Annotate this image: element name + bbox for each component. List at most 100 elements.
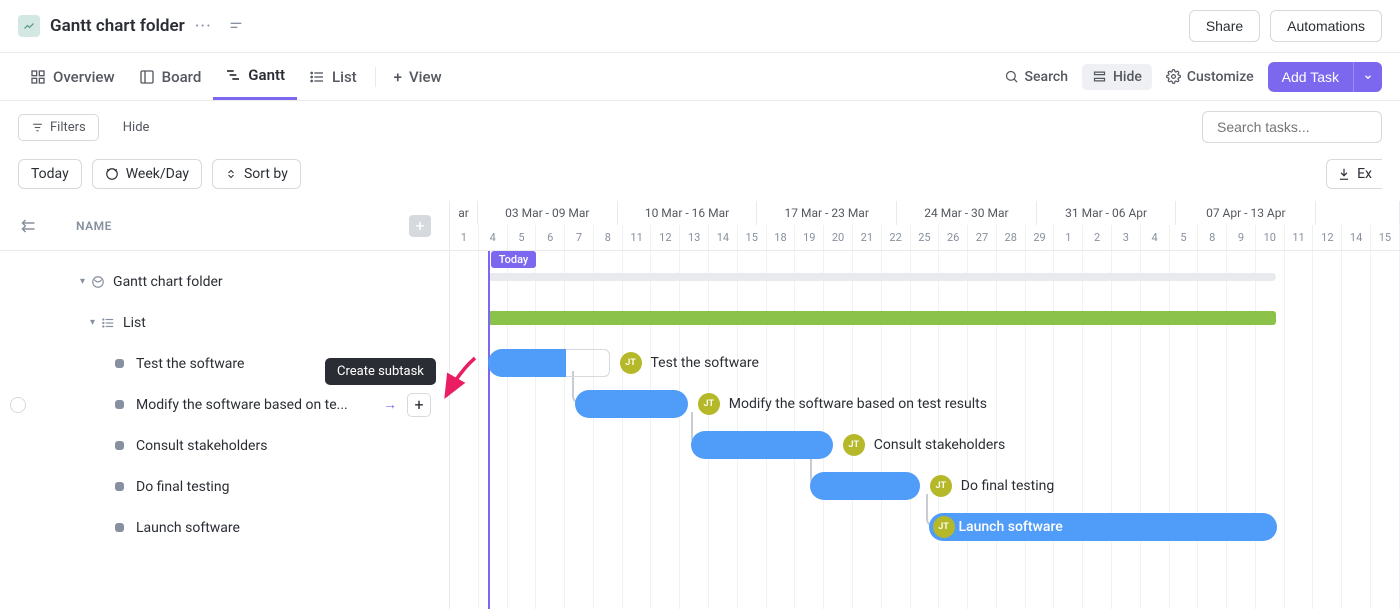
today-line	[488, 251, 490, 609]
week-row: ar03 Mar - 09 Mar10 Mar - 16 Mar17 Mar -…	[450, 201, 1400, 225]
avatar[interactable]: JT	[620, 352, 642, 374]
task-label-group: JTDo final testing	[930, 475, 1054, 497]
avatar[interactable]: JT	[930, 475, 952, 497]
plus-icon: +	[394, 68, 402, 86]
dependency-icon[interactable]: →	[383, 396, 397, 413]
back-icon[interactable]	[18, 219, 36, 233]
customize-button[interactable]: Customize	[1166, 69, 1254, 85]
task-name: Launch software	[136, 520, 431, 536]
checkbox[interactable]	[10, 397, 26, 413]
status-bullet	[115, 482, 124, 491]
summary-bar[interactable]	[488, 311, 1277, 325]
day-header: 2	[1083, 225, 1112, 250]
automations-button[interactable]: Automations	[1270, 10, 1382, 42]
add-column-button[interactable]: +	[409, 215, 431, 237]
status-bullet	[115, 441, 124, 450]
day-header: 14	[1342, 225, 1371, 250]
day-header: 18	[767, 225, 796, 250]
today-button[interactable]: Today	[18, 159, 82, 189]
divider	[375, 67, 376, 87]
day-header: 7	[565, 225, 594, 250]
day-header: 20	[824, 225, 853, 250]
tree-label: Gantt chart folder	[113, 274, 431, 290]
more-icon[interactable]: ···	[195, 16, 212, 37]
tab-board[interactable]: Board	[127, 53, 214, 100]
tab-add-view[interactable]: + View	[382, 53, 454, 100]
task-row[interactable]: Consult stakeholders	[0, 425, 449, 466]
status-bullet	[115, 523, 124, 532]
week-header: 07 Apr - 13 Apr	[1176, 201, 1316, 225]
hide-chip[interactable]: Hide	[111, 115, 162, 140]
gantt-body[interactable]: Today JT Test the software JT Modify the sof…	[450, 251, 1400, 609]
caret-icon[interactable]: ▾	[90, 317, 95, 328]
task-label-group: JT Test the software	[620, 352, 759, 374]
task-bar[interactable]	[810, 472, 920, 500]
export-button[interactable]: Ex	[1326, 159, 1382, 189]
avatar[interactable]: JT	[843, 434, 865, 456]
task-label: Test the software	[651, 355, 759, 371]
collapse-icon[interactable]	[228, 18, 244, 34]
search-button[interactable]: Search	[1004, 69, 1068, 85]
task-bar[interactable]	[691, 431, 833, 459]
sidebar-header: NAME +	[0, 201, 449, 251]
day-header: 5	[508, 225, 537, 250]
day-header: 8	[1198, 225, 1227, 250]
label: Hide	[123, 120, 150, 135]
day-header: 11	[1285, 225, 1314, 250]
task-bar[interactable]	[488, 349, 566, 377]
tab-label: View	[409, 68, 442, 86]
avatar[interactable]: JT	[933, 516, 955, 538]
day-header: 1	[1054, 225, 1083, 250]
day-row: 1456781112131415181920212225262728291234…	[450, 225, 1400, 250]
day-header: 27	[968, 225, 997, 250]
task-row[interactable]: Do final testing	[0, 466, 449, 507]
label: Ex	[1357, 166, 1372, 182]
day-header: 11	[623, 225, 652, 250]
day-header: 22	[882, 225, 911, 250]
timeline-scrollbar[interactable]	[488, 273, 1277, 281]
annotation-arrow	[440, 356, 480, 406]
add-subtask-button[interactable]: +	[407, 393, 431, 417]
label: Week/Day	[126, 166, 189, 182]
task-row[interactable]: Launch software	[0, 507, 449, 548]
add-task-button[interactable]: Add Task	[1268, 62, 1353, 92]
folder-icon	[18, 15, 40, 37]
controls-bar: Today Week/Day Sort by Ex	[0, 153, 1400, 201]
tree-folder[interactable]: ▾ Gantt chart folder	[0, 261, 449, 302]
day-header: 4	[479, 225, 508, 250]
hide-button[interactable]: Hide	[1082, 64, 1152, 90]
main-content: NAME + ▾ Gantt chart folder ▾ List	[0, 201, 1400, 609]
header-right: Share Automations	[1189, 10, 1382, 42]
task-bar[interactable]	[575, 390, 688, 418]
task-row[interactable]: Modify the software based on te...→+	[0, 384, 449, 425]
sortby-button[interactable]: Sort by	[212, 159, 301, 189]
avatar[interactable]: JT	[698, 393, 720, 415]
task-label: Modify the software based on test result…	[729, 396, 987, 412]
tree-list[interactable]: ▾ List	[0, 302, 449, 343]
add-task-dropdown[interactable]	[1353, 62, 1382, 92]
tab-label: List	[332, 68, 357, 86]
filters-chip[interactable]: Filters	[18, 114, 99, 141]
week-header	[1316, 201, 1400, 225]
day-header: 15	[738, 225, 767, 250]
share-button[interactable]: Share	[1189, 10, 1260, 42]
day-header: 8	[594, 225, 623, 250]
week-header: 24 Mar - 30 Mar	[897, 201, 1037, 225]
tab-gantt[interactable]: Gantt	[213, 53, 297, 100]
tab-list[interactable]: List	[297, 53, 369, 100]
weekday-button[interactable]: Week/Day	[92, 159, 202, 189]
today-badge: Today	[491, 251, 537, 268]
caret-icon[interactable]: ▾	[80, 276, 85, 287]
search-tasks-input[interactable]	[1202, 111, 1382, 143]
name-column-header: NAME	[76, 219, 112, 233]
week-header: 10 Mar - 16 Mar	[618, 201, 758, 225]
task-bar[interactable]: JTLaunch software	[929, 513, 1277, 541]
tab-overview[interactable]: Overview	[18, 53, 127, 100]
app-header: Gantt chart folder ··· Share Automations	[0, 0, 1400, 53]
day-header: 29	[1026, 225, 1055, 250]
tab-label: Overview	[53, 68, 115, 86]
tree-label: List	[123, 315, 431, 331]
view-tabs: Overview Board Gantt List + View Search	[0, 53, 1400, 101]
label: Filters	[50, 120, 86, 135]
tab-label: Gantt	[248, 66, 285, 84]
